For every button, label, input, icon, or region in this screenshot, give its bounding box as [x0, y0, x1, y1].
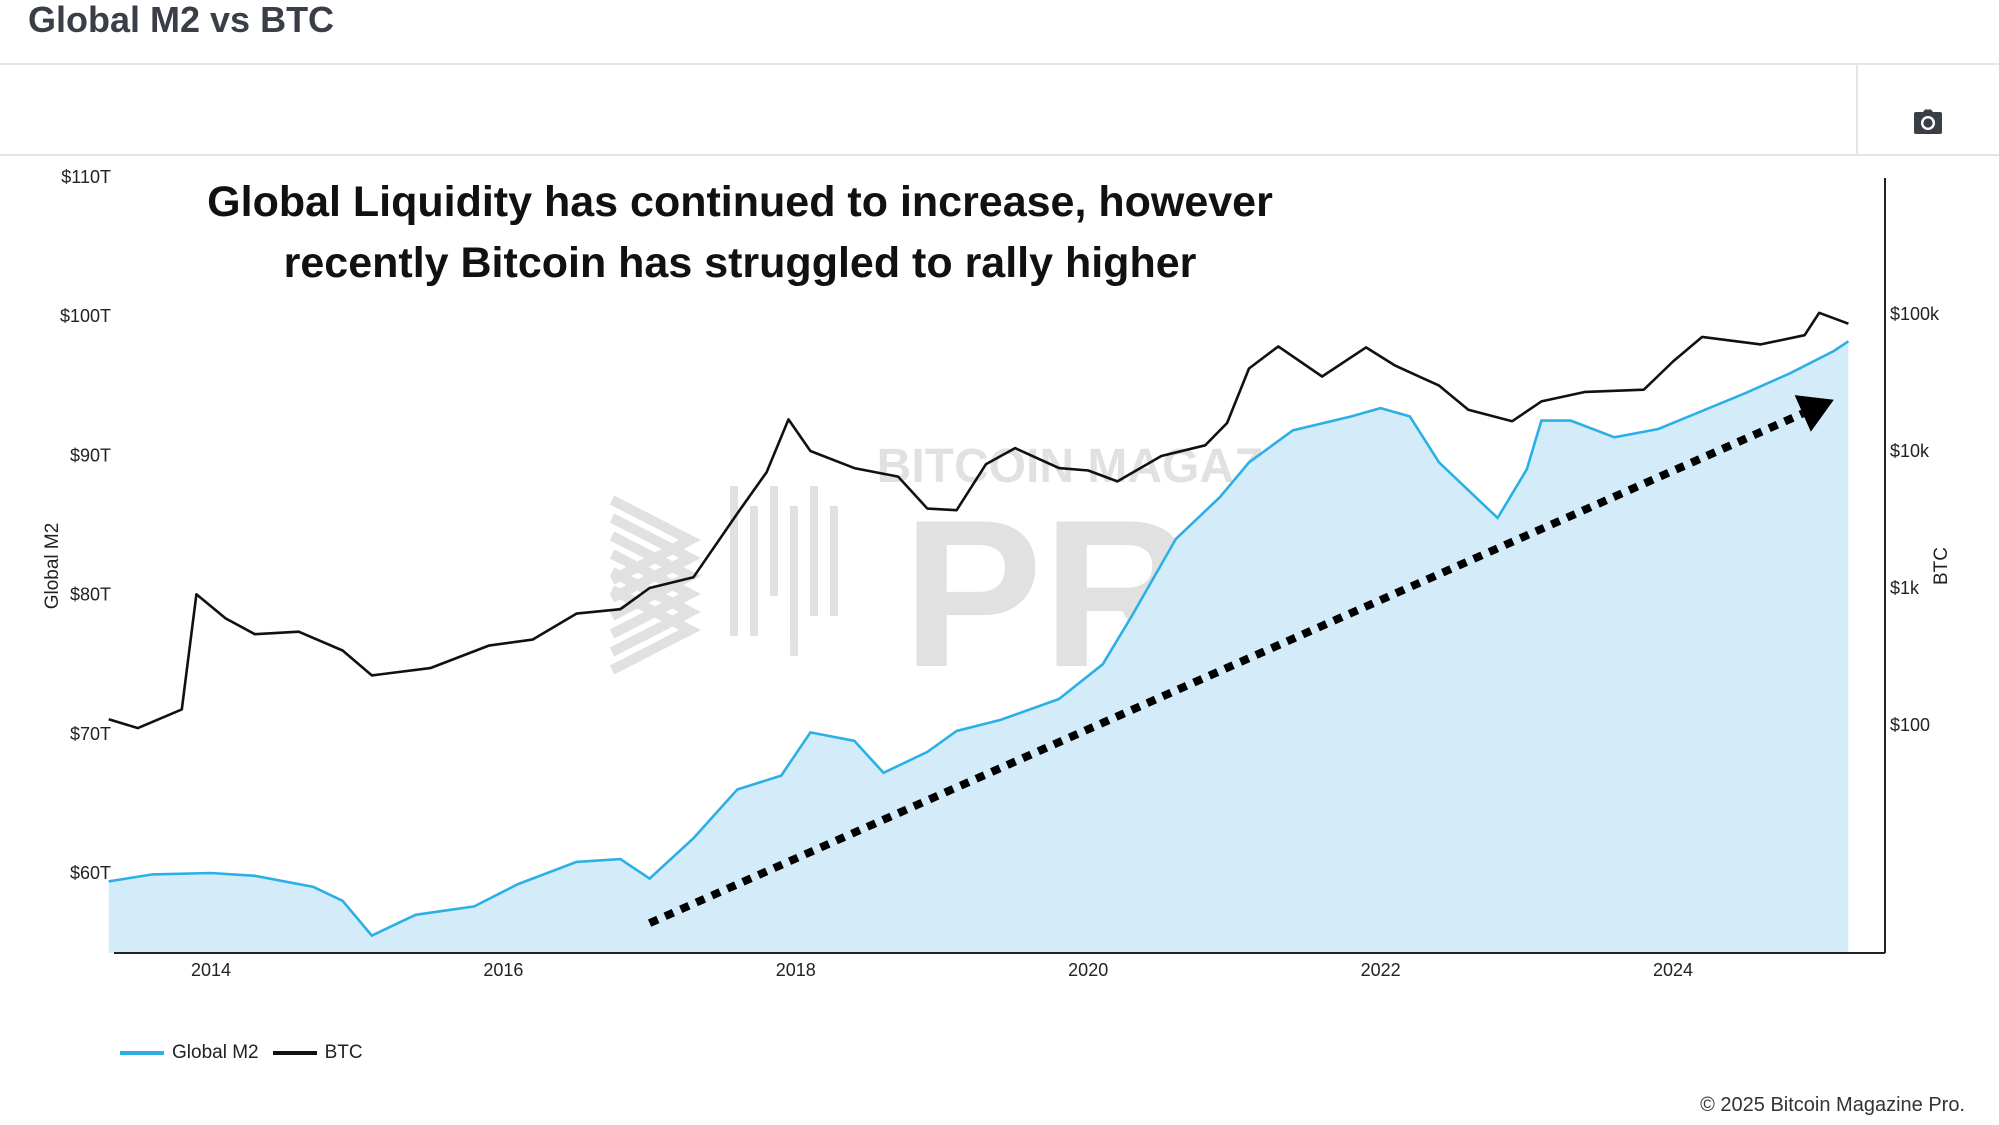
x-tick-label: 2014 [191, 960, 231, 980]
y-left-tick-label: $80T [70, 585, 111, 605]
y-left-tick-label: $70T [70, 724, 111, 744]
header-divider [0, 63, 1999, 65]
y-right-axis-label: BTC [1931, 547, 1952, 585]
watermark-stripe [609, 567, 701, 657]
chart-legend: Global M2 BTC [120, 1042, 363, 1064]
trend-arrow-head [1794, 395, 1834, 432]
watermark-stripe [609, 495, 701, 585]
chart-area: BITCOIN MAGAZINE PRO 2014 2016 2018 2020 2022 2… [0, 156, 1999, 1125]
legend-label-m2: Global M2 [172, 1042, 259, 1063]
copyright-text: © 2025 Bitcoin Magazine Pro. [1700, 1094, 1965, 1116]
m2-area [108, 341, 1849, 953]
watermark-stripe [609, 549, 701, 639]
chart-annotation: Global Liquidity has continued to increa… [150, 172, 1330, 294]
annotation-line-1: Global Liquidity has continued to increa… [207, 178, 1273, 226]
page-title: Global M2 vs BTC [28, 0, 335, 40]
x-tick-label: 2020 [1068, 960, 1108, 980]
legend-swatch-btc [272, 1051, 317, 1055]
x-tick-label: 2022 [1361, 960, 1401, 980]
y-right-tick-label: $1k [1890, 578, 1920, 598]
y-left-tick-label: $100T [60, 306, 111, 326]
toolbar-divider [1856, 65, 1858, 154]
watermark-bar [750, 506, 758, 636]
y-right-tick-label: $100k [1890, 304, 1940, 324]
toolbar-bottom-divider [0, 154, 1999, 156]
watermark-bar [790, 506, 798, 656]
watermark-bar [730, 486, 738, 636]
watermark-stripe [609, 585, 701, 675]
watermark-stripe [609, 513, 701, 603]
y-right-tick-label: $10k [1890, 441, 1930, 461]
trend-arrow-line [647, 409, 1805, 927]
y-left-axis-label: Global M2 [42, 523, 63, 610]
y-left-tick-label: $60T [70, 863, 111, 883]
camera-icon [1914, 109, 1942, 134]
y-left-tick-label: $110T [61, 167, 111, 187]
x-tick-label: 2024 [1653, 960, 1693, 980]
annotation-line-2: recently Bitcoin has struggled to rally … [283, 239, 1197, 287]
legend-item-global-m2[interactable]: Global M2 [120, 1042, 259, 1064]
x-tick-label: 2018 [776, 960, 816, 980]
camera-button[interactable] [1908, 104, 1948, 140]
legend-item-btc[interactable]: BTC [272, 1042, 363, 1064]
btc-line [108, 311, 1849, 730]
x-tick-label: 2016 [483, 960, 523, 980]
watermark-bar [810, 486, 818, 616]
legend-swatch-m2 [120, 1051, 164, 1055]
y-right-tick-label: $100 [1890, 715, 1930, 735]
y-left-tick-label: $90T [70, 445, 111, 465]
watermark-stripe [609, 531, 701, 621]
m2-line [108, 340, 1850, 938]
legend-label-btc: BTC [324, 1042, 363, 1063]
watermark-bar [770, 486, 778, 596]
watermark-bar [830, 506, 838, 616]
